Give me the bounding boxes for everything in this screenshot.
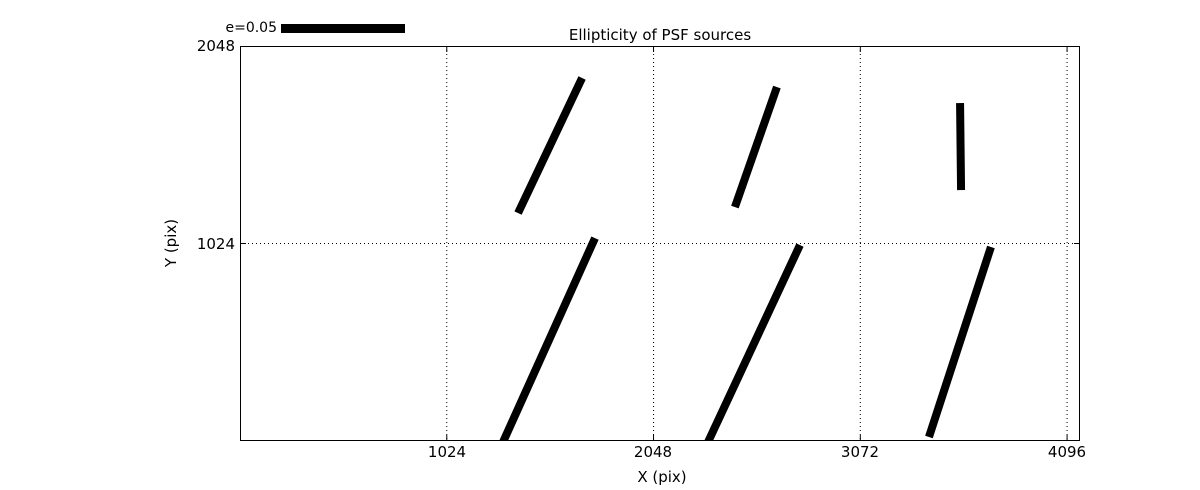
y-tick-label-1024: 1024 [196,235,235,253]
legend-scalebar [281,24,405,33]
x-axis-label: X (pix) [637,468,687,486]
plot-area [240,45,1080,446]
x-tick-label-2048: 2048 [633,443,673,461]
legend-label: e=0.05 [225,20,277,36]
x-tick-label-4096: 4096 [1047,443,1087,461]
ellipticity-whisker-2 [731,85,781,209]
axes-frame [240,46,1080,441]
x-tick-label-3072: 3072 [840,443,880,461]
x-tick-label-1024: 1024 [427,443,467,461]
ellipticity-whisker-6 [925,245,995,439]
ellipticity-whisker-1 [514,76,586,215]
ellipticity-whisker-3 [956,103,966,191]
plot-canvas [240,45,1080,446]
y-axis-label: Y (pix) [162,218,180,268]
y-tick-label-2048: 2048 [196,37,235,55]
chart-title: Ellipticity of PSF sources [568,26,752,44]
ellipticity-whisker-5 [703,243,804,446]
ellipticity-whisker-4 [498,236,599,446]
